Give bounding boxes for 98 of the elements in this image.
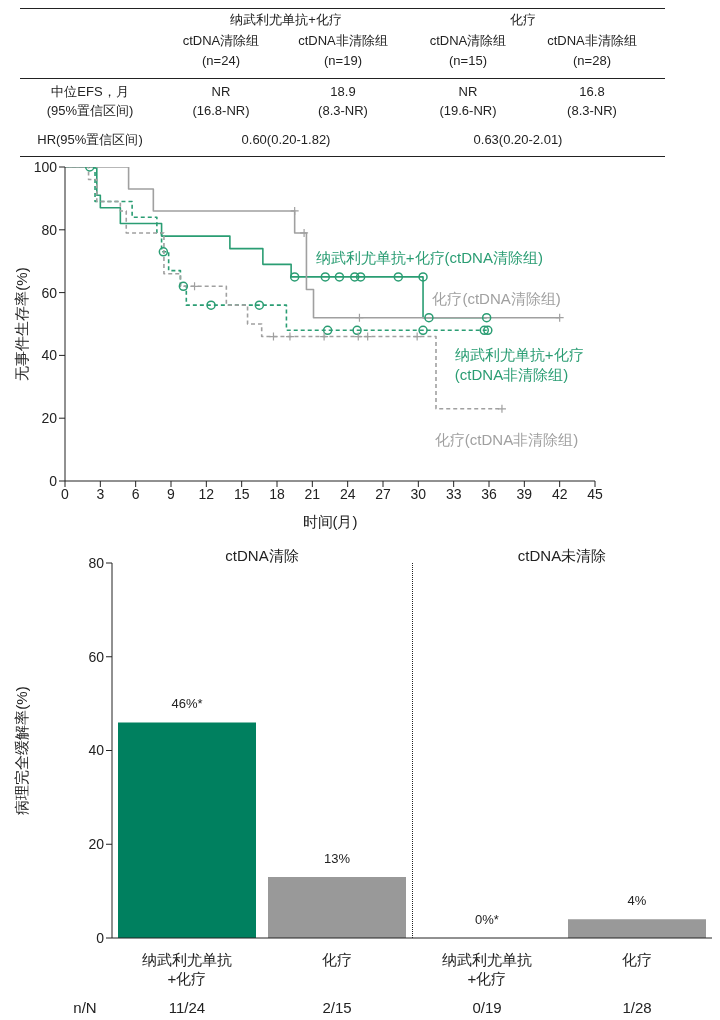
- text: (n=15): [448, 53, 488, 69]
- text: 化疗: [509, 12, 537, 28]
- text: NR: [457, 84, 479, 100]
- bar: [268, 877, 406, 938]
- text: (95%置信区间): [45, 103, 135, 119]
- data-label: 46%*: [170, 696, 204, 712]
- text: NR: [210, 84, 232, 100]
- x-tick-label: 化疗: [621, 950, 653, 969]
- point: [285, 331, 295, 342]
- data-label: 4%: [626, 893, 648, 909]
- series-label: 化疗(ctDNA清除组): [432, 288, 562, 309]
- series-label: 化疗(ctDNA非清除组): [434, 430, 580, 451]
- x-tick-label: 0: [61, 485, 70, 502]
- y-tick-label: 60: [88, 648, 105, 665]
- x-tick-label: 30: [410, 485, 427, 502]
- text: (8.3-NR): [566, 103, 618, 119]
- text: ctDNA清除组: [182, 33, 260, 48]
- y-tick-label: 0: [96, 929, 105, 946]
- x-tick-label: 15: [233, 485, 250, 502]
- point: [479, 325, 490, 336]
- point: [158, 247, 169, 257]
- point: [481, 312, 492, 323]
- text: 中位EFS，月: [50, 84, 130, 100]
- text: n/N: [72, 999, 98, 1016]
- x-tick-label: 9: [167, 485, 176, 502]
- point: [254, 300, 265, 310]
- text: (n=28): [572, 53, 612, 69]
- point: [418, 325, 428, 336]
- text: 2/15: [321, 999, 353, 1016]
- x-tick-label: 39: [516, 485, 533, 502]
- y-tick-label: 100: [33, 158, 58, 175]
- y-tick-label: 80: [88, 554, 105, 571]
- text: 1/28: [621, 999, 653, 1016]
- text: (16.8-NR): [191, 103, 251, 119]
- x-tick-label: 化疗: [321, 950, 353, 969]
- point: [424, 312, 434, 323]
- point: [355, 272, 366, 282]
- text: 11/24: [167, 999, 207, 1016]
- annotation: ctDNA清除: [224, 547, 300, 566]
- text: (n=19): [323, 53, 363, 69]
- point: [320, 272, 331, 282]
- point: [319, 331, 329, 342]
- series-label: 纳武利尤单抗+化疗(ctDNA清除组): [315, 248, 544, 269]
- y-tick-label: 80: [41, 221, 58, 238]
- text: ctDNA非清除组: [546, 33, 638, 49]
- text: 纳武利尤单抗+化疗: [229, 12, 343, 28]
- x-tick-label: 33: [445, 485, 462, 502]
- y-tick-label: 40: [41, 347, 58, 364]
- y-tick-label: 20: [41, 410, 58, 427]
- y-tick-label: 60: [41, 284, 58, 301]
- point: [334, 272, 345, 282]
- point: [206, 300, 216, 310]
- x-tick-label: 18: [269, 485, 285, 502]
- x-axis-title: 时间(月): [302, 513, 358, 530]
- y-axis-title: 病理完全缓解率(%): [13, 686, 31, 815]
- bar: [118, 722, 256, 938]
- x-tick-label: 24: [339, 485, 356, 502]
- point: [483, 325, 493, 336]
- annotation: ctDNA未清除: [516, 547, 608, 566]
- y-tick-label: 20: [88, 836, 105, 853]
- text: 0.63(0.20-2.01): [472, 132, 564, 148]
- text: (n=24): [201, 53, 241, 69]
- point: [352, 325, 362, 336]
- text: 0.60(0.20-1.82): [240, 132, 332, 148]
- x-tick-label: 6: [131, 485, 140, 502]
- point: [393, 272, 404, 282]
- point: [289, 272, 300, 282]
- text: ctDNA非清除组: [297, 33, 389, 49]
- text: ctDNA清除组: [428, 33, 508, 49]
- point: [290, 206, 300, 216]
- text: 16.8: [578, 84, 606, 100]
- x-tick-label: 21: [304, 485, 321, 502]
- x-tick-label: 12: [198, 485, 215, 502]
- text: 18.9: [329, 84, 357, 100]
- x-tick-label: 纳武利尤单抗+化疗: [141, 950, 233, 988]
- y-axis-title: 无事件生存率(%): [13, 267, 31, 381]
- series-label: 纳武利尤单抗+化疗(ctDNA非清除组): [454, 344, 585, 385]
- point: [418, 272, 428, 282]
- y-tick-label: 40: [88, 742, 105, 759]
- point: [349, 272, 360, 282]
- data-label: 0%*: [474, 912, 500, 927]
- x-tick-label: 27: [375, 485, 391, 502]
- text: (8.3-NR): [317, 103, 369, 119]
- x-tick-label: 3: [96, 485, 105, 502]
- point: [178, 281, 189, 292]
- text: (19.6-NR): [438, 103, 498, 119]
- bar: [568, 919, 706, 938]
- x-tick-label: 纳武利尤单抗+化疗: [441, 950, 533, 988]
- point: [497, 404, 507, 414]
- text: HR(95%置信区间): [36, 132, 144, 148]
- point: [322, 325, 333, 336]
- point: [299, 228, 309, 238]
- x-tick-label: 45: [587, 485, 603, 502]
- text: 0/19: [471, 999, 503, 1016]
- data-label: 13%: [323, 851, 351, 867]
- x-tick-label: 36: [481, 485, 497, 502]
- x-tick-label: 42: [551, 485, 568, 502]
- y-tick-label: 0: [49, 472, 58, 489]
